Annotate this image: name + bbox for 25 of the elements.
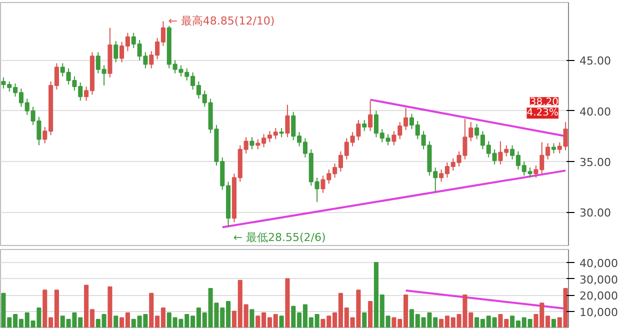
candlestick: [114, 40, 118, 63]
bar: [368, 301, 373, 328]
bar: [285, 278, 290, 328]
annotation: ← 最低28.55(2/6): [233, 230, 326, 244]
candlestick: [279, 128, 284, 138]
y-tick-label: 30.00: [580, 206, 611, 220]
bar: [362, 312, 367, 328]
y-tick-label: 40,000: [580, 257, 618, 270]
candlestick: [551, 142, 556, 154]
y-tick-label: 35.00: [580, 156, 611, 169]
bar: [551, 318, 556, 328]
y-tick-label: 10,000: [580, 306, 618, 319]
annotation: ← 最高48.85(12/10): [168, 14, 275, 28]
candlestick: [362, 119, 367, 132]
y-tick-label: 30,000: [580, 273, 618, 286]
candlestick: [250, 136, 254, 150]
bar: [250, 309, 254, 328]
y-tick-label: 45.00: [580, 54, 611, 68]
bar: [114, 316, 118, 328]
candlestick: [285, 104, 290, 138]
bar: [279, 316, 284, 328]
y-tick-label: 40.00: [580, 105, 611, 118]
candlestick: [368, 100, 373, 132]
bar: [108, 286, 112, 328]
y-tick-label: 20,000: [580, 290, 618, 302]
